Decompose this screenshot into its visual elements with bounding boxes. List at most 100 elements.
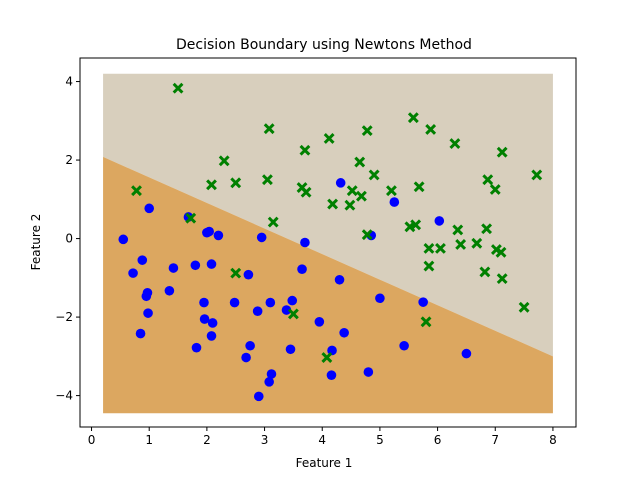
point-x bbox=[230, 177, 242, 189]
point-x bbox=[185, 212, 197, 224]
point-x bbox=[386, 185, 397, 197]
point-circle bbox=[229, 297, 240, 308]
x-tick-label: 8 bbox=[549, 433, 557, 447]
chart-title: Decision Boundary using Newtons Method bbox=[176, 37, 472, 53]
point-circle bbox=[164, 285, 175, 296]
point-circle bbox=[418, 297, 428, 307]
point-circle bbox=[128, 268, 138, 278]
point-x bbox=[423, 260, 435, 272]
point-circle bbox=[142, 287, 153, 298]
point-x bbox=[455, 239, 467, 250]
point-circle bbox=[334, 274, 345, 285]
x-tick-label: 2 bbox=[203, 433, 211, 447]
point-x bbox=[361, 125, 373, 137]
x-tick-label: 4 bbox=[318, 433, 326, 447]
y-tick-label: 0 bbox=[65, 232, 73, 246]
point-circle bbox=[266, 369, 277, 379]
point-circle bbox=[144, 203, 155, 214]
point-x bbox=[267, 216, 279, 228]
region-lower bbox=[103, 156, 553, 414]
x-tick-label: 7 bbox=[491, 433, 499, 447]
point-x bbox=[481, 223, 493, 235]
point-circle bbox=[137, 255, 148, 265]
point-circle bbox=[287, 295, 298, 306]
point-x bbox=[299, 144, 311, 156]
point-x bbox=[323, 133, 335, 144]
point-x bbox=[496, 146, 508, 158]
x-axis-label: Feature 1 bbox=[296, 456, 353, 470]
point-x bbox=[531, 169, 543, 181]
point-x bbox=[407, 112, 419, 124]
point-circle bbox=[199, 297, 209, 308]
x-tick-label: 0 bbox=[88, 433, 96, 447]
point-circle bbox=[143, 308, 153, 318]
y-tick-label: −4 bbox=[55, 389, 73, 403]
point-x bbox=[413, 181, 425, 193]
point-x bbox=[495, 246, 507, 258]
point-x bbox=[410, 219, 422, 231]
x-tick-label: 3 bbox=[261, 433, 269, 447]
point-x bbox=[263, 123, 275, 135]
point-circle bbox=[256, 232, 267, 243]
point-circle bbox=[399, 340, 409, 351]
point-x bbox=[172, 82, 184, 94]
point-circle bbox=[339, 327, 349, 338]
y-axis-label: Feature 2 bbox=[29, 214, 43, 271]
point-circle bbox=[335, 178, 346, 188]
point-x bbox=[321, 352, 333, 363]
y-tick-label: −2 bbox=[55, 310, 73, 324]
point-x bbox=[262, 174, 273, 186]
point-circle bbox=[213, 230, 224, 241]
point-x bbox=[230, 267, 242, 279]
point-x bbox=[131, 185, 142, 197]
point-x bbox=[489, 184, 501, 195]
point-circle bbox=[135, 328, 146, 339]
point-circle bbox=[199, 314, 210, 324]
region-upper bbox=[103, 73, 553, 357]
point-circle bbox=[300, 237, 310, 248]
point-x bbox=[449, 138, 461, 149]
point-x bbox=[344, 199, 356, 211]
point-x bbox=[356, 190, 367, 202]
axes: 0 1 2 3 4 5 6 7 8 −4 −2 0 2 4 bbox=[55, 57, 577, 447]
point-x bbox=[287, 308, 299, 320]
point-circle bbox=[264, 377, 274, 387]
point-x bbox=[300, 186, 312, 198]
point-circle bbox=[243, 269, 254, 280]
point-circle bbox=[363, 367, 374, 377]
point-circle bbox=[434, 216, 445, 226]
plot-area bbox=[103, 73, 553, 414]
point-circle bbox=[375, 293, 385, 304]
point-circle bbox=[389, 197, 400, 207]
point-x bbox=[479, 266, 491, 278]
point-x bbox=[354, 156, 366, 168]
point-x bbox=[452, 224, 464, 236]
point-x bbox=[496, 273, 508, 285]
point-x bbox=[368, 169, 380, 181]
point-x bbox=[361, 229, 373, 241]
point-circle bbox=[265, 297, 276, 308]
point-circle bbox=[281, 305, 292, 315]
point-circle bbox=[285, 344, 296, 355]
point-circle bbox=[118, 234, 129, 245]
point-x bbox=[218, 155, 230, 167]
point-circle bbox=[191, 342, 202, 353]
point-circle bbox=[461, 348, 472, 359]
point-x bbox=[518, 301, 530, 313]
point-x bbox=[435, 242, 446, 254]
x-tick-label: 5 bbox=[376, 433, 384, 447]
point-circle bbox=[252, 306, 263, 316]
point-x bbox=[423, 242, 435, 254]
point-x bbox=[346, 185, 358, 197]
point-x bbox=[471, 237, 483, 249]
axes-frame bbox=[79, 57, 577, 428]
y-tick-label: 2 bbox=[65, 153, 73, 167]
point-circle bbox=[206, 259, 217, 269]
x-tick-label: 1 bbox=[145, 433, 153, 447]
point-x bbox=[482, 174, 494, 186]
point-circle bbox=[253, 391, 264, 402]
point-x bbox=[425, 124, 437, 135]
point-circle bbox=[314, 316, 325, 327]
x-tick-label: 6 bbox=[434, 433, 442, 447]
series-1 bbox=[131, 82, 543, 363]
